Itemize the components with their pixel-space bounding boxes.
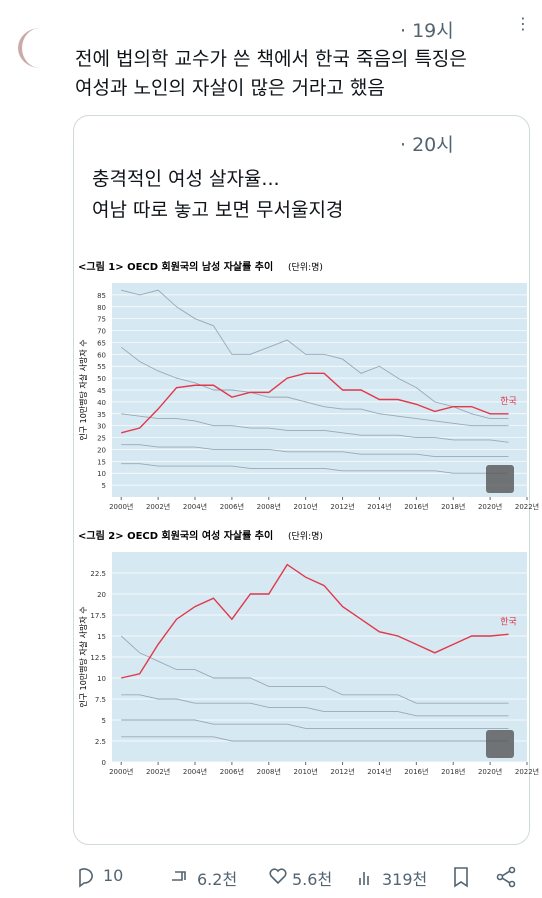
y-tick-label: 45 [97, 387, 106, 395]
y-tick-label: 15 [97, 633, 106, 641]
more[interactable]: ⋮ [515, 14, 531, 33]
zoom-icon [486, 730, 514, 758]
y-tick-label: 10 [97, 675, 106, 683]
repost-count[interactable]: 6.2천 [197, 870, 238, 889]
x-tick-label: 2008년 [257, 502, 281, 511]
chart-title: <그림 1> OECD 회원국의 남성 자살률 추이 [78, 260, 273, 273]
x-tick-label: 2002년 [146, 767, 170, 776]
y-tick-label: 40 [97, 399, 106, 407]
x-tick-label: 2020년 [478, 767, 502, 776]
y-tick-label: 2.5 [95, 738, 106, 746]
x-tick-label: 2002년 [146, 502, 170, 511]
x-tick-label: 2004년 [183, 767, 207, 776]
y-tick-label: 12.5 [90, 654, 106, 662]
y-tick-label: 5 [102, 482, 106, 490]
x-tick-label: 2008년 [257, 767, 281, 776]
y-tick-label: 25 [97, 435, 106, 443]
y-tick-label: 55 [97, 363, 106, 371]
line [121, 563, 509, 679]
line [121, 463, 509, 474]
line [121, 736, 509, 742]
x-tick-label: 2006년 [220, 767, 244, 776]
quote-card[interactable] [73, 115, 530, 845]
x-tick-label: 2010년 [294, 502, 318, 511]
y-axis-label: 인구 10만명당 자살 사망자 수 [78, 339, 88, 440]
y-tick-label: 7.5 [95, 696, 106, 704]
x-tick-label: 2004년 [183, 502, 207, 511]
tweet-text: 여성과 노인의 자살이 많은 거라고 했음 [75, 77, 385, 99]
x-tick-label: 2012년 [330, 502, 354, 511]
y-tick-label: 20 [97, 591, 106, 599]
actions-icons [79, 866, 516, 888]
y-tick-label: 65 [97, 339, 106, 347]
y-tick-label: 22.5 [90, 570, 106, 578]
line [121, 289, 509, 419]
y-tick-label: 0 [102, 759, 106, 767]
chart-title: <그림 2> OECD 회원국의 여성 자살률 추이 [78, 529, 273, 542]
time: · 19시 [400, 20, 454, 42]
x-tick-label: 2014년 [367, 502, 391, 511]
y-tick-label: 17.5 [90, 612, 106, 620]
line [121, 719, 509, 729]
x-tick-label: 2000년 [109, 502, 133, 511]
x-tick-label: 2018년 [441, 502, 465, 511]
x-tick-label: 2012년 [330, 767, 354, 776]
x-tick-label: 2000년 [109, 767, 133, 776]
x-tick-label: 2018년 [441, 767, 465, 776]
series-label: 한국 [500, 616, 517, 627]
y-tick-label: 15 [97, 458, 106, 466]
y-tick-label: 75 [97, 316, 106, 324]
y-tick-label: 50 [97, 375, 106, 383]
x-tick-label: 2010년 [294, 767, 318, 776]
x-tick-label: 2016년 [404, 502, 428, 511]
quote-text: 여남 따로 놓고 보면 무서울지경 [92, 199, 344, 221]
x-tick-label: 2022년 [515, 502, 539, 511]
line [121, 413, 509, 443]
x-tick-label: 2016년 [404, 767, 428, 776]
y-tick-label: 85 [97, 292, 106, 300]
like-count[interactable]: 5.6천 [292, 870, 333, 889]
y-tick-label: 70 [97, 328, 106, 336]
line [121, 444, 509, 458]
view-count[interactable]: 319천 [382, 870, 428, 889]
quote-text: 충격적인 여성 살자율... [92, 168, 280, 190]
y-tick-label: 60 [97, 351, 106, 359]
y-tick-label: 30 [97, 423, 106, 431]
avatar[interactable] [18, 28, 62, 68]
line [121, 694, 509, 717]
line [120, 635, 509, 704]
chart-unit: (단위:명) [288, 531, 323, 542]
line [120, 346, 509, 427]
y-tick-label: 20 [97, 446, 106, 454]
x-tick-label: 2014년 [367, 767, 391, 776]
quote-time: · 20시 [400, 134, 454, 156]
y-axis-label: 인구 10만명당 자살 사망자 수 [78, 606, 88, 707]
y-tick-label: 10 [97, 470, 106, 478]
y-tick-label: 35 [97, 411, 106, 419]
zoom-icon [486, 465, 514, 493]
y-tick-label: 5 [102, 717, 106, 725]
x-tick-label: 2020년 [478, 502, 502, 511]
chart-unit: (단위:명) [288, 262, 323, 273]
x-tick-label: 2006년 [220, 502, 244, 511]
x-tick-label: 2022년 [515, 767, 539, 776]
series-label: 한국 [500, 396, 517, 407]
tweet-text: 전에 법의학 교수가 쓴 책에서 한국 죽음의 특징은 [75, 48, 467, 70]
y-tick-label: 80 [97, 304, 106, 312]
reply-count[interactable]: 10 [103, 866, 124, 885]
line [121, 372, 509, 434]
